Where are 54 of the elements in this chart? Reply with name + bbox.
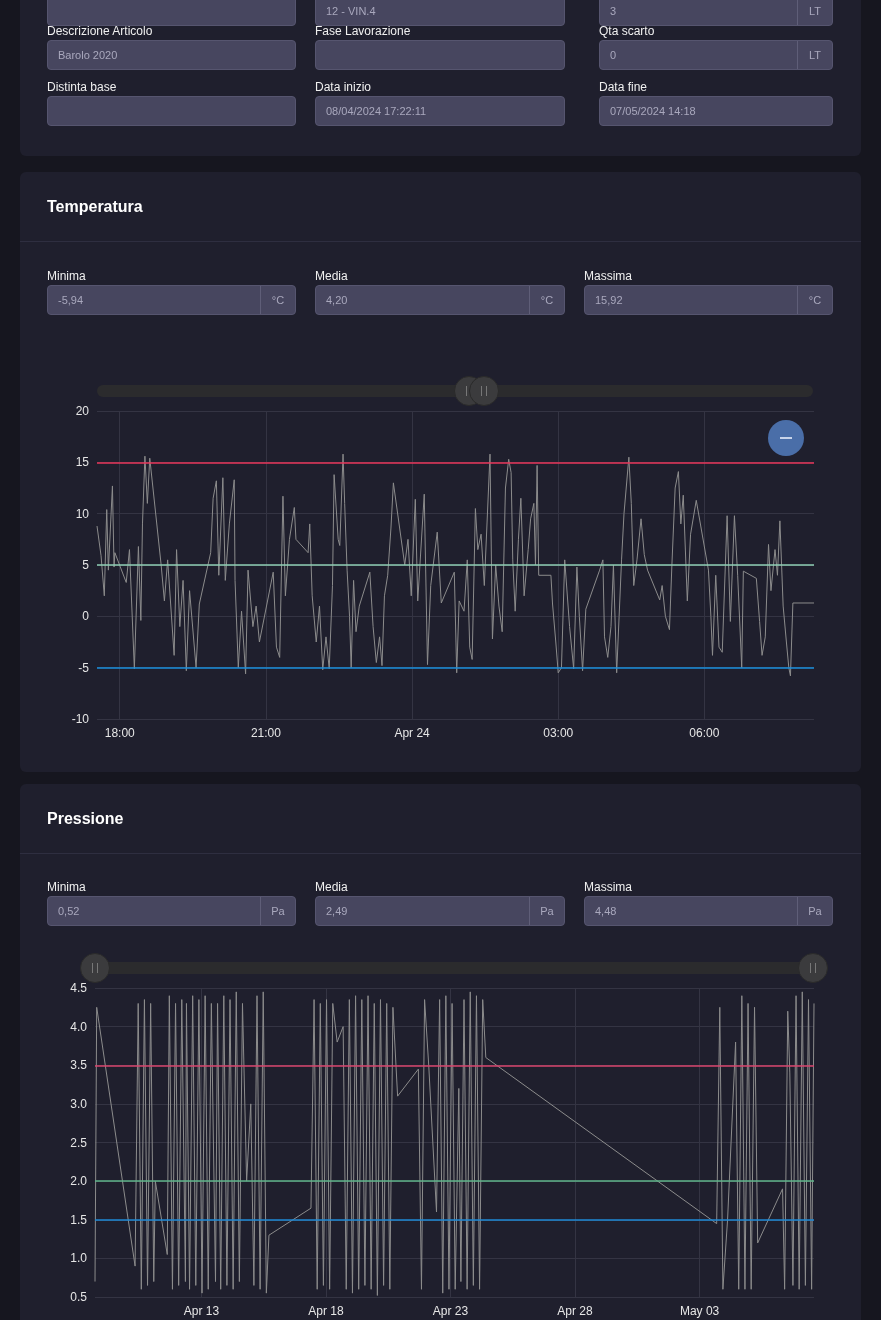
- text: Fase Lavorazione: [315, 24, 411, 38]
- text-field: 4,20 °C: [315, 285, 565, 315]
- x-tick-label: 18:00: [104, 726, 136, 740]
- x-tick-label: Apr 18: [308, 1304, 345, 1318]
- text-field: 12 - VIN.4: [315, 0, 565, 26]
- x-tick-label: 03:00: [543, 726, 574, 740]
- chart-title: Pressione: [47, 809, 124, 829]
- x-tick-label: May 03: [679, 1304, 720, 1318]
- text: Data inizio: [315, 80, 372, 94]
- line-series: [94, 991, 815, 1296]
- y-tick-label: 0: [82, 609, 90, 624]
- text: Media: [315, 880, 348, 894]
- text-field: 08/04/2024 17:22:11: [315, 96, 565, 126]
- chart-title: Temperatura: [47, 197, 143, 217]
- text: Descrizione Articolo: [47, 24, 153, 38]
- text: Minima: [47, 269, 86, 283]
- text: Data fine: [599, 80, 648, 94]
- y-tick-label: 3.0: [70, 1096, 88, 1111]
- y-tick-label: 15: [75, 455, 90, 470]
- y-tick-label: 10: [75, 506, 90, 521]
- y-tick-label: 5: [82, 558, 90, 572]
- y-tick-label: -10: [71, 712, 90, 726]
- text-field: 15,92 °C: [584, 285, 833, 315]
- text: Massima: [584, 269, 633, 283]
- y-tick-label: 20: [75, 404, 90, 418]
- x-tick-label: Apr 13: [183, 1304, 220, 1318]
- text-field: 3 LT: [599, 0, 833, 26]
- y-tick-label: 4.5: [70, 981, 88, 995]
- y-tick-label: 1.5: [70, 1212, 88, 1227]
- x-tick-label: Apr 24: [394, 726, 431, 740]
- text: Minima: [47, 880, 86, 894]
- text-field: 2,49 Pa: [315, 896, 565, 926]
- y-tick-label: 0.5: [70, 1290, 88, 1304]
- text-field: 07/05/2024 14:18: [599, 96, 833, 126]
- text: Media: [315, 269, 348, 283]
- line-series: [96, 453, 815, 677]
- y-tick-label: 1.0: [70, 1251, 88, 1266]
- y-tick-label: 2.5: [70, 1135, 88, 1150]
- text: Massima: [584, 880, 633, 894]
- y-tick-label: 4.0: [70, 1019, 88, 1034]
- text-field: Barolo 2020: [47, 40, 296, 70]
- text-field: 0 LT: [599, 40, 833, 70]
- text: Qta scarto: [599, 24, 655, 38]
- text: Distinta base: [47, 80, 117, 94]
- text-field: 0,52 Pa: [47, 896, 296, 926]
- y-tick-label: 3.5: [70, 1058, 88, 1073]
- x-tick-label: 06:00: [689, 726, 720, 740]
- x-tick-label: Apr 28: [557, 1304, 594, 1318]
- text-field: -5,94 °C: [47, 285, 296, 315]
- x-tick-label: Apr 23: [432, 1304, 469, 1318]
- y-tick-label: -5: [78, 660, 90, 675]
- text-field: 4,48 Pa: [584, 896, 833, 926]
- x-tick-label: 21:00: [250, 726, 282, 740]
- y-tick-label: 2.0: [70, 1174, 88, 1189]
